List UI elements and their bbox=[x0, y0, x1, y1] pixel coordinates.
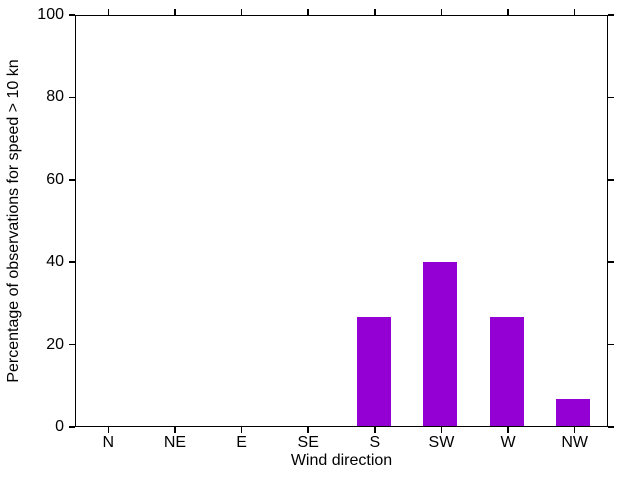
x-tick-top bbox=[174, 9, 176, 15]
plot-area bbox=[75, 15, 608, 427]
y-tick-right bbox=[608, 14, 614, 16]
x-tick-bottom bbox=[107, 427, 110, 433]
x-tick-label: W bbox=[500, 434, 516, 451]
x-tick-bottom bbox=[174, 427, 176, 433]
y-tick-left bbox=[69, 343, 75, 346]
y-tick-right bbox=[608, 343, 614, 346]
x-tick-bottom bbox=[307, 427, 309, 433]
x-tick-top bbox=[107, 9, 110, 15]
bar-W bbox=[489, 316, 524, 426]
x-tick-top bbox=[507, 9, 509, 15]
x-tick-bottom bbox=[507, 427, 509, 433]
y-tick-label: 60 bbox=[46, 170, 64, 188]
x-tick-label: NE bbox=[163, 434, 187, 451]
bar-SW bbox=[423, 262, 458, 426]
y-tick-label: 40 bbox=[46, 253, 64, 271]
y-tick-right bbox=[608, 261, 614, 263]
y-tick-left bbox=[69, 14, 75, 16]
x-tick-label: S bbox=[369, 434, 381, 451]
x-tick-top bbox=[573, 9, 576, 15]
x-axis-label: Wind direction bbox=[290, 452, 393, 469]
x-tick-label: N bbox=[102, 434, 115, 451]
y-tick-label: 100 bbox=[37, 6, 64, 23]
y-axis-label: Percentage of observations for speed > 1… bbox=[5, 59, 22, 383]
x-tick-bottom bbox=[573, 427, 576, 433]
y-tick-right bbox=[608, 96, 614, 99]
x-tick-label: SE bbox=[297, 434, 319, 451]
bar-S bbox=[357, 316, 392, 426]
y-tick-label: 0 bbox=[55, 418, 64, 435]
x-tick-top bbox=[374, 9, 376, 15]
x-tick-bottom bbox=[440, 427, 443, 433]
y-tick-left bbox=[69, 261, 75, 263]
x-tick-top bbox=[307, 9, 309, 15]
x-tick-bottom bbox=[240, 427, 243, 433]
bar-NW bbox=[555, 398, 590, 426]
y-tick-left bbox=[69, 179, 75, 181]
x-tick-top bbox=[440, 9, 443, 15]
y-tick-left bbox=[69, 96, 75, 99]
x-tick-label: E bbox=[236, 434, 247, 451]
y-tick-label: 80 bbox=[46, 88, 64, 106]
y-tick-right bbox=[608, 426, 614, 428]
x-tick-bottom bbox=[374, 427, 376, 433]
x-tick-label: SW bbox=[428, 434, 455, 451]
y-tick-label: 20 bbox=[46, 335, 64, 353]
y-tick-left bbox=[69, 426, 75, 428]
x-tick-label: NW bbox=[561, 434, 589, 451]
y-tick-right bbox=[608, 179, 614, 181]
x-tick-top bbox=[240, 9, 243, 15]
